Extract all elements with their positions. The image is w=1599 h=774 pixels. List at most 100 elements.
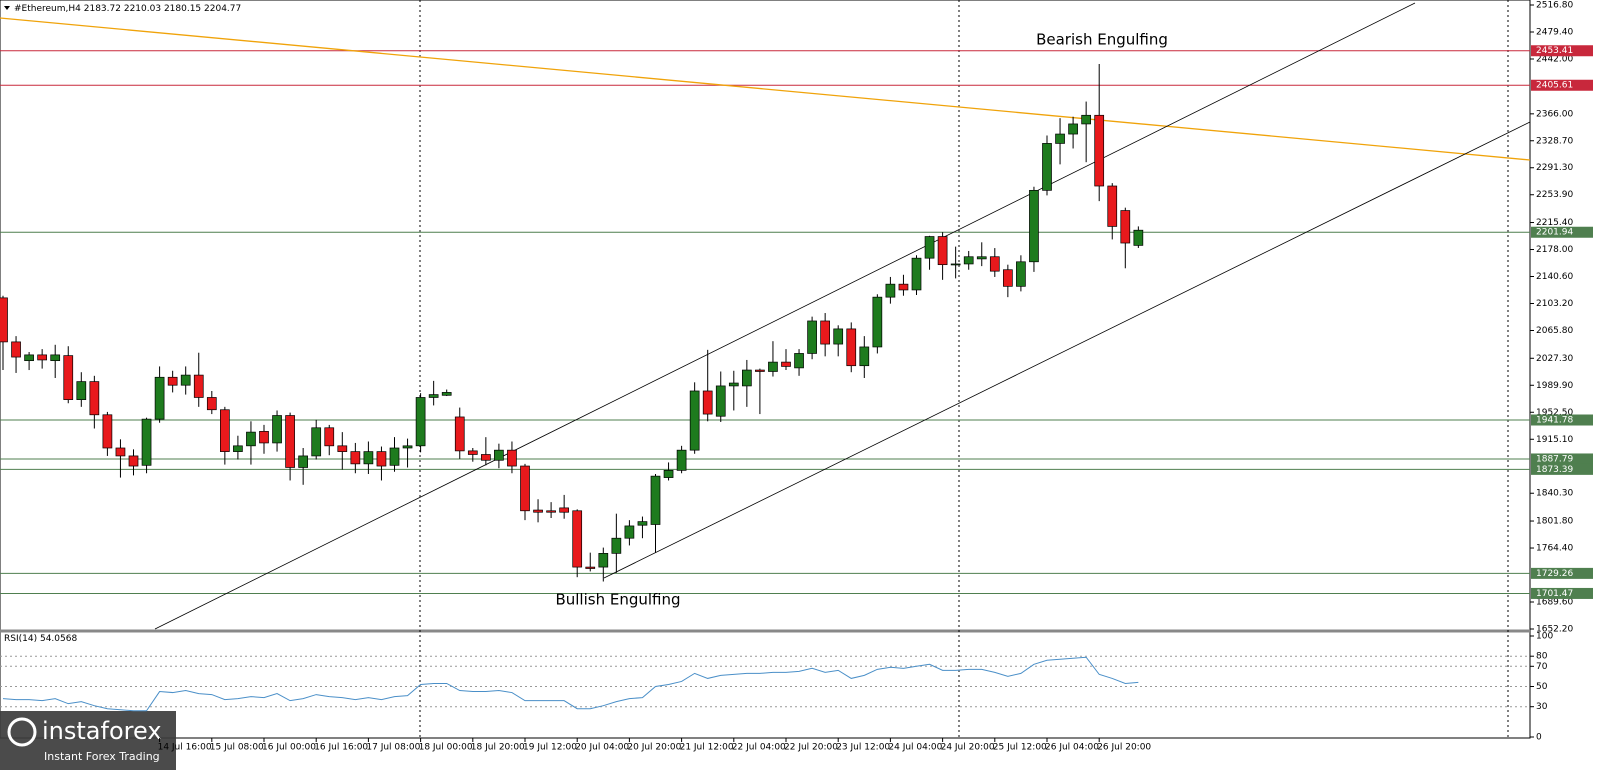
y-tick-label: 2291.30 bbox=[1536, 163, 1573, 173]
x-tick-label: 25 Jul 12:00 bbox=[993, 743, 1047, 753]
candle-body bbox=[494, 449, 504, 461]
candle-body bbox=[768, 361, 778, 372]
candle-body bbox=[115, 447, 126, 457]
candle-body bbox=[272, 415, 282, 444]
x-tick-label: 15 Jul 08:00 bbox=[210, 743, 264, 753]
level-tag bbox=[1531, 463, 1593, 475]
candle-body bbox=[37, 354, 48, 361]
candle-body bbox=[728, 382, 739, 387]
candle-body bbox=[89, 381, 100, 416]
logo-icon bbox=[7, 717, 37, 747]
x-tick-label: 21 Jul 12:00 bbox=[680, 743, 734, 753]
candle-body bbox=[741, 369, 752, 387]
candle-body bbox=[233, 445, 243, 452]
candle-body bbox=[859, 346, 870, 367]
candle-body bbox=[833, 328, 844, 345]
candle-body bbox=[1094, 114, 1105, 187]
y-tick-label: 2516.80 bbox=[1536, 1, 1573, 11]
candle-body bbox=[924, 236, 935, 259]
candle-body bbox=[337, 445, 348, 452]
x-tick-label: 22 Jul 04:00 bbox=[732, 743, 786, 753]
x-tick-label: 24 Jul 04:00 bbox=[888, 743, 942, 753]
x-tick-label: 18 Jul 00:00 bbox=[419, 743, 473, 753]
candle-body bbox=[637, 521, 648, 526]
y-tick-label: 2442.00 bbox=[1536, 54, 1573, 64]
candle-body bbox=[154, 376, 165, 420]
candle-body bbox=[246, 431, 256, 447]
level-tag bbox=[1531, 453, 1593, 465]
rsi-tick-label: 80 bbox=[1536, 652, 1548, 662]
chart-header: #Ethereum,H4 2183.72 2210.03 2180.15 220… bbox=[14, 4, 241, 14]
level-tag bbox=[1531, 226, 1593, 238]
level-label: 2453.41 bbox=[1536, 46, 1573, 56]
y-tick-label: 2366.00 bbox=[1536, 109, 1573, 119]
x-tick-label: 23 Jul 12:00 bbox=[836, 743, 890, 753]
candle-body bbox=[1016, 261, 1026, 287]
x-tick-label: 26 Jul 20:00 bbox=[1097, 743, 1151, 753]
candle-body bbox=[872, 296, 883, 348]
candle-body bbox=[794, 353, 804, 369]
level-label: 1887.79 bbox=[1536, 454, 1573, 464]
y-tick-label: 2103.20 bbox=[1536, 299, 1573, 309]
candle-body bbox=[193, 374, 204, 398]
x-tick-label: 17 Jul 08:00 bbox=[366, 743, 420, 753]
candle-body bbox=[311, 427, 322, 457]
candle-body bbox=[689, 390, 700, 451]
candle-body bbox=[1120, 210, 1131, 244]
candle-body bbox=[415, 397, 426, 447]
candle-body bbox=[533, 509, 543, 513]
rsi-tick-label: 0 bbox=[1536, 733, 1542, 743]
candle-body bbox=[1055, 133, 1065, 144]
y-tick-label: 2140.60 bbox=[1536, 272, 1573, 282]
logo-name: instaforex bbox=[42, 717, 162, 745]
candle-body bbox=[206, 397, 217, 411]
candle-body bbox=[180, 374, 191, 386]
candle-body bbox=[611, 537, 622, 554]
candle-body bbox=[898, 283, 909, 291]
channel-upper bbox=[154, 2, 1416, 630]
candle-body bbox=[781, 361, 791, 367]
candle-body bbox=[702, 390, 713, 415]
rsi-tick-label: 30 bbox=[1536, 702, 1548, 712]
candle-body bbox=[467, 450, 478, 455]
level-label: 1941.78 bbox=[1536, 416, 1573, 426]
x-tick-label: 19 Jul 12:00 bbox=[523, 743, 577, 753]
y-tick-label: 1689.60 bbox=[1536, 598, 1573, 608]
level-tag bbox=[1531, 567, 1593, 579]
annotation: Bearish Engulfing bbox=[1036, 31, 1168, 49]
candle-body bbox=[520, 465, 530, 512]
candle-body bbox=[298, 455, 308, 468]
rsi-tick-label: 50 bbox=[1536, 682, 1548, 692]
candle-body bbox=[259, 431, 269, 444]
candle-body bbox=[389, 447, 400, 466]
candle-body bbox=[50, 354, 61, 362]
logo-tagline: Instant Forex Trading bbox=[44, 750, 160, 763]
candle-body bbox=[441, 392, 452, 396]
candle-body bbox=[1081, 114, 1092, 125]
annotation: Bullish Engulfing bbox=[555, 591, 680, 609]
x-tick-label: 14 Jul 16:00 bbox=[158, 743, 212, 753]
level-label: 1873.39 bbox=[1536, 465, 1573, 475]
y-tick-label: 2328.70 bbox=[1536, 136, 1573, 146]
y-tick-label: 1915.10 bbox=[1536, 435, 1573, 445]
y-tick-label: 1652.20 bbox=[1536, 625, 1573, 635]
candle-body bbox=[585, 566, 596, 569]
indicator-header: RSI(14) 54.0568 bbox=[4, 634, 77, 644]
logo[interactable]: instaforex Instant Forex Trading bbox=[0, 711, 176, 770]
candle-body bbox=[963, 256, 974, 265]
level-label: 1701.47 bbox=[1536, 589, 1573, 599]
y-tick-label: 1840.30 bbox=[1536, 489, 1573, 499]
menu-arrow[interactable] bbox=[4, 6, 10, 10]
level-label: 2405.61 bbox=[1536, 81, 1573, 91]
candle-body bbox=[350, 451, 361, 465]
candle-body bbox=[454, 416, 465, 452]
candle-body bbox=[285, 415, 295, 468]
candle-body bbox=[324, 427, 335, 447]
candle-body bbox=[715, 385, 726, 417]
candle-body bbox=[546, 510, 556, 513]
candle-body bbox=[1068, 123, 1078, 135]
candle-body bbox=[402, 445, 413, 449]
rsi-line bbox=[2, 656, 1139, 712]
candle-body bbox=[24, 354, 34, 362]
rsi-tick-label: 100 bbox=[1536, 632, 1553, 642]
